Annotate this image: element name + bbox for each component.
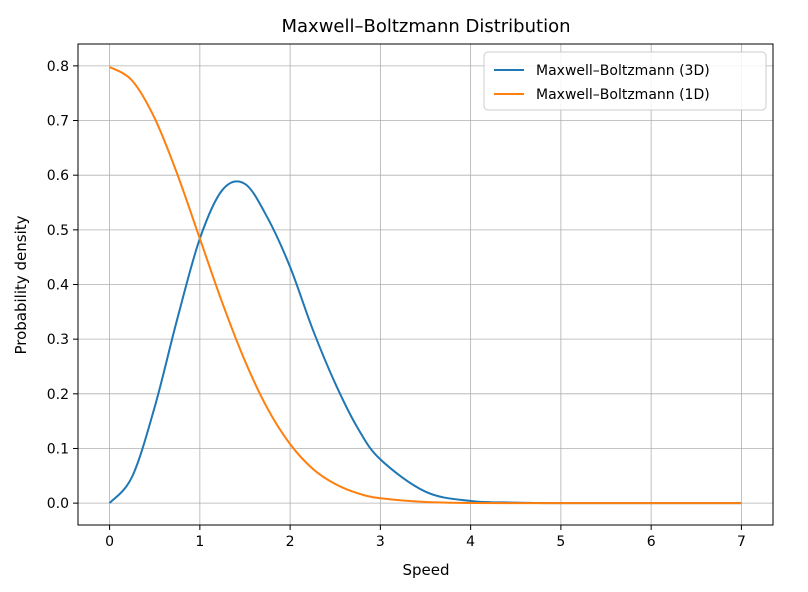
x-tick-label: 5 [556,534,565,550]
legend-label: Maxwell–Boltzmann (3D) [536,63,710,79]
x-tick-label: 6 [647,534,656,550]
y-tick-label: 0.8 [47,59,69,75]
series-line-1 [109,66,742,505]
grid [78,44,773,525]
legend: Maxwell–Boltzmann (3D) Maxwell–Boltzmann … [483,51,767,111]
y-tick-label: 0.2 [47,387,69,403]
y-tick-label: 0.6 [47,168,69,184]
x-tick-label: 0 [105,534,114,550]
x-tick-label: 4 [466,534,475,550]
x-tick-label: 1 [195,534,204,550]
ticks: 0 1 2 3 4 5 6 7 0.0 0.1 0.2 0.3 0.4 0.5 0.6 0.7 0.8 [47,59,746,550]
x-tick-label: 7 [737,534,746,550]
x-axis-label: Speed [402,561,449,579]
chart-title: Maxwell–Boltzmann Distribution [282,16,571,37]
y-tick-label: 0.7 [47,114,69,130]
legend-box [483,51,767,111]
y-tick-label: 0.5 [47,223,69,239]
x-tick-label: 2 [286,534,295,550]
series-layer [108,66,742,505]
y-tick-label: 0.1 [47,441,69,457]
y-tick-label: 0.4 [47,278,69,294]
y-axis-label: Probability density [12,215,30,354]
legend-label: Maxwell–Boltzmann (1D) [536,87,710,103]
y-tick-label: 0.3 [47,332,69,348]
x-tick-label: 3 [376,534,385,550]
y-tick-label: 0.0 [47,496,69,512]
